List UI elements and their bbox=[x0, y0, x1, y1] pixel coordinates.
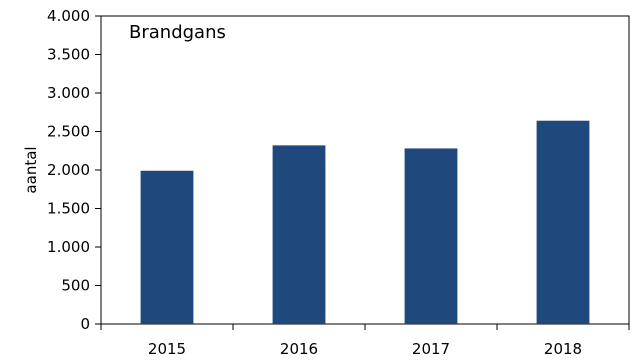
bar-2016 bbox=[272, 145, 326, 324]
x-ticks: 2015 2016 2017 2018 bbox=[100, 324, 630, 358]
y-axis-title: aantal bbox=[22, 146, 40, 193]
y-tick-label: 1.500 bbox=[47, 200, 90, 218]
x-tick-label: 2015 bbox=[148, 340, 186, 358]
x-tick-label: 2018 bbox=[544, 340, 582, 358]
chart-title: Brandgans bbox=[129, 22, 226, 43]
y-tick-label: 1.000 bbox=[47, 238, 90, 256]
y-tick-label: 0 bbox=[80, 315, 90, 333]
y-tick-label: 3.500 bbox=[47, 46, 90, 64]
x-tick-label: 2016 bbox=[280, 340, 318, 358]
y-tick-label: 3.000 bbox=[47, 84, 90, 102]
bar-2015 bbox=[140, 170, 194, 324]
bar-2018 bbox=[536, 120, 590, 324]
y-axis-ticks: 0 500 1.000 1.500 2.000 2.500 3.000 3.500 4.000 bbox=[47, 7, 101, 333]
y-tick-label: 2.500 bbox=[47, 123, 90, 141]
y-tick-label: 500 bbox=[61, 277, 90, 295]
x-tick-label: 2017 bbox=[412, 340, 450, 358]
y-tick-label: 2.000 bbox=[47, 161, 90, 179]
bars bbox=[140, 120, 590, 324]
y-tick-label: 4.000 bbox=[47, 7, 90, 25]
bar-2017 bbox=[404, 148, 458, 324]
